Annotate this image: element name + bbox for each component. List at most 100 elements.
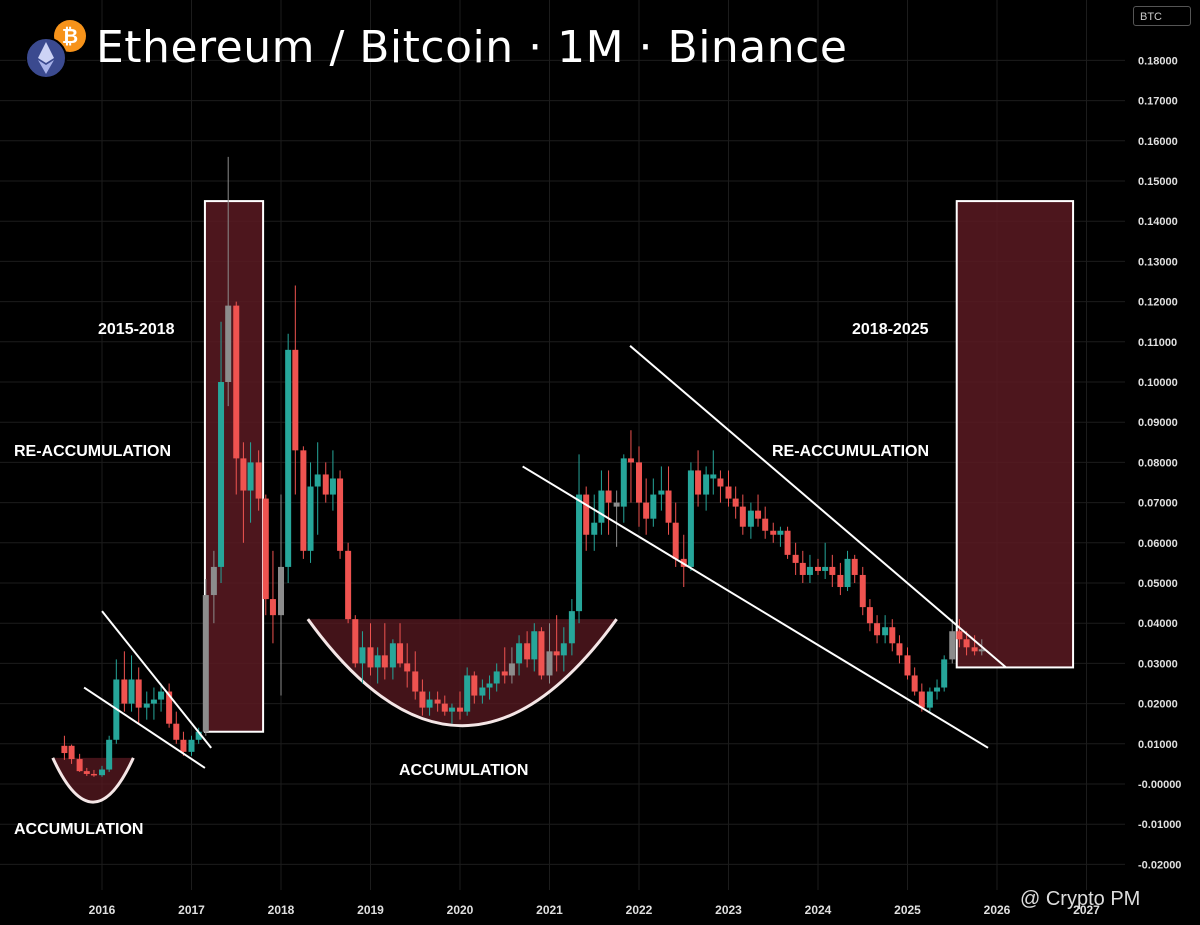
candle-body: [770, 530, 777, 535]
candle-body: [538, 631, 545, 676]
candle-body: [829, 566, 836, 575]
candle-body: [188, 739, 195, 752]
candle-body: [61, 745, 68, 754]
candle-body: [419, 691, 426, 708]
candle-body: [703, 474, 710, 495]
candle-body: [911, 675, 918, 692]
candle-body: [479, 687, 486, 696]
svg-text:₿: ₿: [62, 26, 78, 48]
y-tick-label: 0.12000: [1138, 297, 1178, 309]
candle-body: [210, 566, 217, 596]
annotation-reaccumulation-2: RE-ACCUMULATION: [772, 443, 929, 460]
candle-body: [710, 474, 717, 479]
y-tick-label: 0.15000: [1138, 176, 1178, 188]
y-tick-label: 0.09000: [1138, 417, 1178, 429]
y-tick-label: 0.16000: [1138, 136, 1178, 148]
candle-body: [225, 305, 232, 382]
candle-body: [173, 723, 180, 740]
candle-body: [434, 699, 441, 704]
candle-body: [560, 643, 567, 656]
candle-body: [121, 679, 128, 704]
y-tick-label: 0.08000: [1138, 457, 1178, 469]
trendline-4: [522, 465, 989, 749]
candle-body: [508, 663, 515, 676]
candle-body: [337, 478, 344, 551]
candle-body: [516, 643, 523, 664]
candle-body: [784, 530, 791, 555]
x-tick-label: 2026: [984, 903, 1011, 917]
candle-body: [501, 671, 508, 676]
watermark: @ Crypto PM: [1020, 888, 1141, 910]
candle-body: [687, 470, 694, 567]
candle-body: [792, 554, 799, 563]
candle-body: [650, 494, 657, 519]
candle-body: [464, 675, 471, 712]
btc-coin-icon: [54, 20, 86, 52]
candle-body: [844, 558, 851, 588]
y-tick-label: 0.05000: [1138, 578, 1178, 590]
candle-body: [158, 691, 165, 700]
annotation-accumulation-1: ACCUMULATION: [14, 821, 143, 838]
candle-body: [397, 643, 404, 664]
candle-body: [918, 691, 925, 708]
annotation-reaccumulation-1: RE-ACCUMULATION: [14, 443, 171, 460]
candle-body: [889, 627, 896, 644]
trendline-1: [101, 610, 212, 749]
candle-body: [381, 655, 388, 668]
candle-body: [135, 679, 142, 708]
x-tick-label: 2020: [447, 903, 474, 917]
x-tick-label: 2017: [178, 903, 205, 917]
candle-body: [359, 647, 366, 664]
candle-body: [971, 647, 978, 652]
y-tick-label: 0.10000: [1138, 377, 1178, 389]
x-tick-label: 2016: [89, 903, 116, 917]
candle-body: [815, 566, 821, 571]
trendline-2: [83, 686, 206, 769]
candle-body: [866, 607, 873, 624]
candle-body: [292, 349, 299, 451]
y-tick-label: 0.02000: [1138, 699, 1178, 711]
eth-btc-logo: ₿: [25, 18, 96, 80]
annotation-period-1: 2015-2018: [98, 321, 175, 338]
y-tick-label: 0.13000: [1138, 256, 1178, 268]
candle-body: [352, 619, 359, 664]
currency-badge[interactable]: BTC: [1133, 6, 1191, 26]
x-tick-label: 2023: [715, 903, 742, 917]
candle-body: [99, 769, 105, 776]
candle-body: [314, 474, 321, 487]
candle-body: [605, 490, 612, 503]
x-tick-label: 2022: [626, 903, 653, 917]
y-tick-label: 0.11000: [1138, 337, 1177, 349]
candle-body: [636, 462, 642, 503]
candle-body: [672, 522, 679, 559]
candle-body: [658, 490, 665, 495]
candle-body: [307, 486, 314, 551]
x-tick-label: 2025: [894, 903, 921, 917]
candle-body: [643, 502, 650, 519]
annotation-accumulation-2: ACCUMULATION: [399, 762, 528, 779]
accumulation-curve-2: [306, 618, 618, 728]
candle-body: [404, 663, 411, 672]
candle-body: [583, 494, 590, 535]
candle-body: [195, 731, 202, 740]
candle-body: [949, 631, 956, 660]
candle-body: [904, 655, 911, 676]
candle-body: [747, 510, 754, 527]
zone-box-2: [955, 200, 1075, 669]
candle-body: [576, 494, 583, 612]
candle-body: [732, 498, 739, 507]
y-tick-label: 0.14000: [1138, 216, 1178, 228]
chart-title: Ethereum / Bitcoin · 1M · Binance: [96, 22, 848, 73]
zone-box-1: [203, 200, 265, 733]
candle-body: [755, 510, 762, 519]
candle-body: [806, 566, 813, 575]
candle-body: [329, 478, 336, 495]
candle-body: [777, 530, 784, 535]
candle-body: [150, 699, 157, 704]
candle-body: [90, 773, 97, 776]
candle-body: [717, 478, 724, 487]
accumulation-curve-1: [51, 757, 135, 804]
candle-body: [531, 631, 538, 660]
y-tick-label: 0.07000: [1138, 498, 1178, 510]
candle-body: [389, 643, 396, 668]
